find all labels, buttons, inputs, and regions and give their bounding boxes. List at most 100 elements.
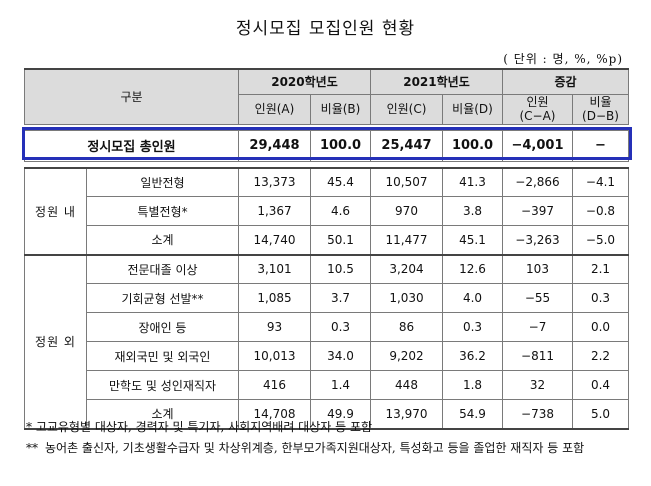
cell-c: 448 [370,370,443,400]
subtotal-label: 소계 [86,399,239,429]
cell-b: 4.6 [310,196,371,226]
cell-a: 3,101 [238,253,311,284]
row-label: 재외국민 및 외국인 [86,341,239,371]
cell-a: 10,013 [238,341,311,371]
total-b: 100.0 [310,129,371,162]
cell-db: 0.4 [572,370,629,400]
table-row: 재외국민 및 외국인 10,013 34.0 9,202 36.2 −811 2… [25,341,629,371]
footnote-2-text: 농어촌 출신자, 기초생활수급자 및 차상위계층, 한부모가족지원대상자, 특성… [45,441,585,455]
cell-a: 14,708 [238,399,311,429]
table-row: 기회균형 선발** 1,085 3.7 1,030 4.0 −55 0.3 [25,283,629,313]
header-col-a: 인원(A) [238,93,311,125]
cell-ca: −397 [502,196,573,226]
cell-ca: −7 [502,312,573,342]
cell-c: 3,204 [370,253,443,284]
header-col-db: 비율 (D−B) [572,93,629,125]
cell-db: 2.2 [572,341,629,371]
cell-ca: −3,263 [502,225,573,255]
cell-c: 11,477 [370,225,443,255]
cell-b: 45.4 [310,166,371,197]
cell-b: 34.0 [310,341,371,371]
admissions-table: 구분 2020학년도 2021학년도 증감 인원(A) 비율(B) 인원(C) … [24,68,629,430]
row-label: 장애인 등 [86,312,239,342]
cell-ca: −738 [502,399,573,429]
header-col-ca-2: (C−A) [519,109,556,123]
cell-b: 49.9 [310,399,371,429]
cell-c: 86 [370,312,443,342]
row-label: 특별전형* [86,196,239,226]
subtotal-row-inside: 소계 14,740 50.1 11,477 45.1 −3,263 −5.0 [25,225,629,255]
row-label: 일반전형 [86,166,239,197]
header-col-b: 비율(B) [310,93,371,125]
footnote-2-mark: ** [26,441,38,455]
cell-b: 10.5 [310,253,371,284]
header-2021: 2021학년도 [370,68,503,95]
cell-d: 54.9 [442,399,503,429]
table-row: 특별전형* 1,367 4.6 970 3.8 −397 −0.8 [25,196,629,226]
cell-b: 3.7 [310,283,371,313]
page-title: 정시모집 모집인원 현황 [235,19,416,39]
cell-a: 1,367 [238,196,311,226]
cell-d: 41.3 [442,166,503,197]
row-label: 기회균형 선발** [86,283,239,313]
cell-d: 12.6 [442,253,503,284]
header-col-db-2: (D−B) [582,109,619,123]
cell-c: 9,202 [370,341,443,371]
cell-ca: −811 [502,341,573,371]
cell-d: 0.3 [442,312,503,342]
cell-db: −0.8 [572,196,629,226]
cell-d: 45.1 [442,225,503,255]
cell-ca: −55 [502,283,573,313]
total-db: − [572,129,629,162]
header-col-c: 인원(C) [370,93,443,125]
header-col-db-1: 비율 [589,95,612,109]
cell-ca: 103 [502,253,573,284]
header-col-ca: 인원 (C−A) [502,93,573,125]
total-label: 정시모집 총인원 [24,129,239,162]
header-col-d: 비율(D) [442,93,503,125]
row-label: 전문대졸 이상 [86,253,239,284]
total-a: 29,448 [238,129,311,162]
header-change: 증감 [502,68,629,95]
cell-db: −5.0 [572,225,629,255]
subtotal-label: 소계 [86,225,239,255]
row-label: 만학도 및 성인재직자 [86,370,239,400]
cell-c: 13,970 [370,399,443,429]
cell-b: 50.1 [310,225,371,255]
group-label-outside: 정원 외 [24,253,87,429]
total-c: 25,447 [370,129,443,162]
header-col-ca-1: 인원 [526,95,549,109]
table-row: 장애인 등 93 0.3 86 0.3 −7 0.0 [25,312,629,342]
cell-d: 1.8 [442,370,503,400]
cell-b: 0.3 [310,312,371,342]
cell-c: 970 [370,196,443,226]
cell-ca: 32 [502,370,573,400]
total-row: 정시모집 총인원 29,448 100.0 25,447 100.0 −4,00… [24,129,629,162]
cell-c: 10,507 [370,166,443,197]
cell-a: 1,085 [238,283,311,313]
cell-db: −4.1 [572,166,629,197]
cell-db: 0.0 [572,312,629,342]
cell-a: 416 [238,370,311,400]
cell-db: 2.1 [572,253,629,284]
cell-db: 5.0 [572,399,629,429]
cell-d: 4.0 [442,283,503,313]
footnote-2: ** 농어촌 출신자, 기초생활수급자 및 차상위계층, 한부모가족지원대상자,… [26,438,626,458]
table-row: 정원 내 일반전형 13,373 45.4 10,507 41.3 −2,866… [24,166,629,255]
footnote-1: * 고교유형별 대상자, 경력자 및 특기자, 사회지역배려 대상자 등 포함 [26,420,373,434]
total-d: 100.0 [442,129,503,162]
cell-a: 14,740 [238,225,311,255]
cell-ca: −2,866 [502,166,573,197]
table-row: 만학도 및 성인재직자 416 1.4 448 1.8 32 0.4 [25,370,629,400]
unit-label: ( 단위 : 명, %, %p) [503,52,623,66]
cell-d: 36.2 [442,341,503,371]
subtotal-row-outside: 소계 14,708 49.9 13,970 54.9 −738 5.0 [24,399,629,429]
cell-c: 1,030 [370,283,443,313]
cell-b: 1.4 [310,370,371,400]
cell-d: 3.8 [442,196,503,226]
header-2020: 2020학년도 [238,68,371,95]
table-row: 정원 외 전문대졸 이상 3,101 10.5 3,204 12.6 103 2… [24,253,629,429]
cell-a: 13,373 [238,166,311,197]
cell-a: 93 [238,312,311,342]
total-ca: −4,001 [502,129,573,162]
